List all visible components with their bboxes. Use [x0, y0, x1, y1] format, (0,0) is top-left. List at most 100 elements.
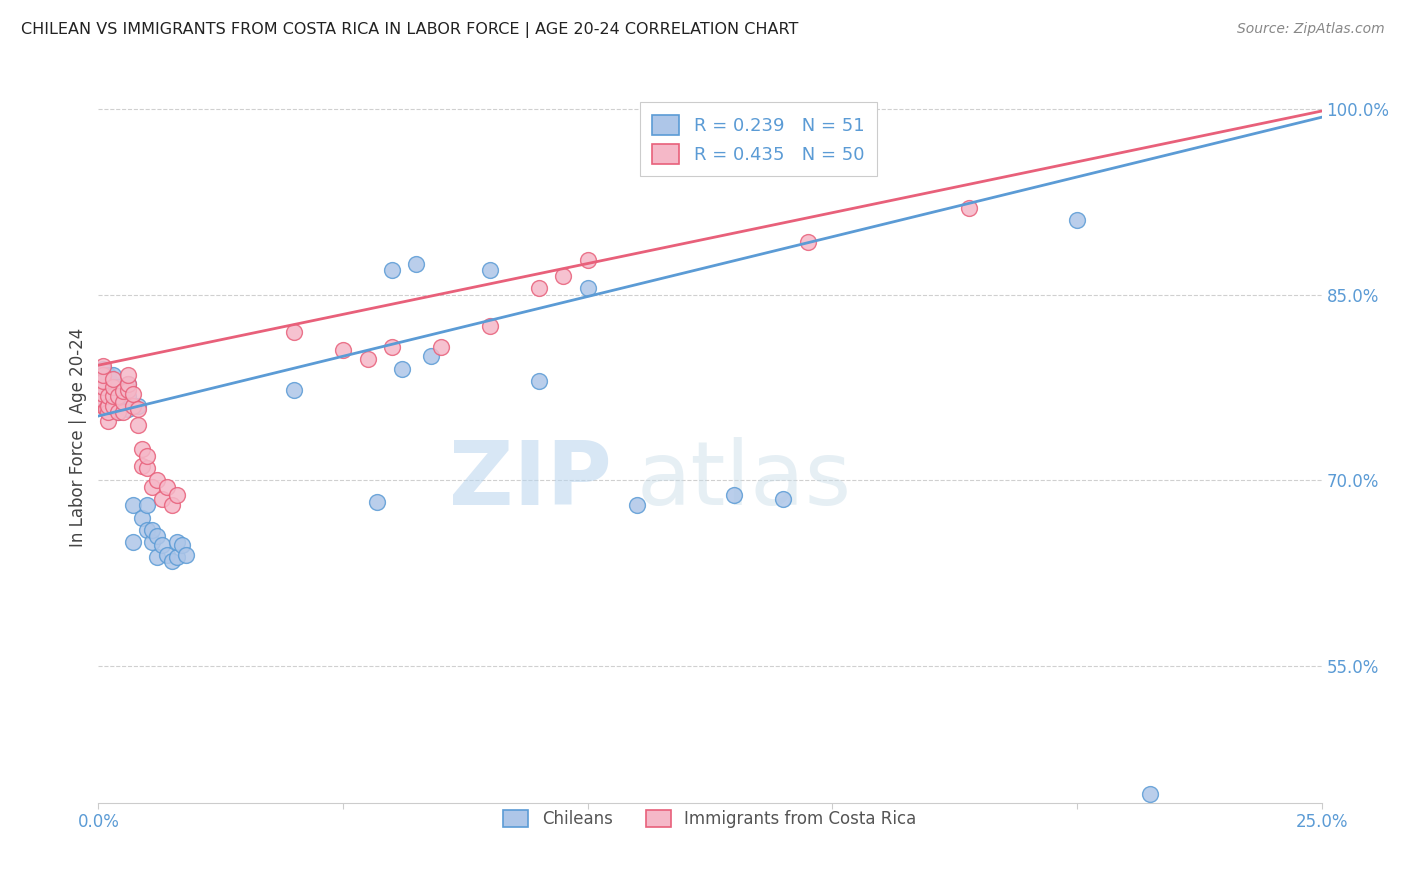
Point: [91, 368, 114, 383]
Point: [90, 380, 112, 394]
Point: [136, 523, 159, 537]
Point: [150, 538, 173, 552]
Point: [111, 384, 134, 399]
Point: [97, 414, 120, 428]
Point: [381, 262, 404, 277]
Point: [91, 380, 114, 394]
Text: CHILEAN VS IMMIGRANTS FROM COSTA RICA IN LABOR FORCE | AGE 20-24 CORRELATION CHA: CHILEAN VS IMMIGRANTS FROM COSTA RICA IN…: [21, 22, 799, 38]
Point: [97, 401, 120, 416]
Point: [283, 383, 305, 397]
Point: [176, 548, 198, 562]
Point: [101, 380, 124, 394]
Point: [141, 535, 163, 549]
Legend: Chileans, Immigrants from Costa Rica: Chileans, Immigrants from Costa Rica: [496, 803, 924, 835]
Point: [117, 368, 139, 383]
Point: [723, 488, 745, 502]
Point: [141, 523, 163, 537]
Point: [136, 461, 159, 475]
Point: [381, 340, 404, 354]
Point: [101, 399, 124, 413]
Point: [91, 362, 114, 376]
Point: [283, 325, 305, 339]
Point: [356, 351, 378, 366]
Point: [150, 491, 173, 506]
Point: [1066, 213, 1088, 227]
Point: [97, 368, 120, 383]
Point: [156, 548, 179, 562]
Point: [527, 374, 550, 388]
Point: [127, 399, 149, 413]
Point: [121, 399, 143, 413]
Point: [91, 374, 114, 388]
Point: [146, 474, 169, 488]
Y-axis label: In Labor Force | Age 20-24: In Labor Force | Age 20-24: [69, 327, 87, 547]
Point: [101, 389, 124, 403]
Point: [90, 386, 112, 401]
Point: [797, 235, 820, 250]
Point: [97, 395, 120, 409]
Point: [131, 458, 153, 473]
Point: [527, 281, 550, 295]
Point: [430, 340, 453, 354]
Point: [1139, 787, 1161, 801]
Point: [626, 498, 648, 512]
Point: [478, 262, 501, 277]
Point: [94, 401, 117, 416]
Point: [91, 359, 114, 374]
Point: [166, 488, 188, 502]
Point: [97, 405, 120, 419]
Point: [94, 399, 117, 413]
Point: [166, 535, 188, 549]
Point: [91, 374, 114, 388]
Point: [576, 252, 599, 267]
Point: [160, 554, 183, 568]
Point: [107, 405, 129, 419]
Text: ZIP: ZIP: [450, 437, 612, 524]
Point: [166, 550, 188, 565]
Point: [117, 376, 139, 391]
Point: [127, 417, 149, 432]
Text: Source: ZipAtlas.com: Source: ZipAtlas.com: [1237, 22, 1385, 37]
Point: [146, 529, 169, 543]
Point: [91, 392, 114, 407]
Point: [420, 350, 443, 364]
Point: [101, 386, 124, 401]
Point: [91, 399, 114, 413]
Point: [141, 480, 163, 494]
Point: [156, 480, 179, 494]
Point: [107, 380, 129, 394]
Point: [131, 442, 153, 457]
Point: [101, 376, 124, 391]
Point: [121, 535, 143, 549]
Point: [576, 281, 599, 295]
Point: [478, 318, 501, 333]
Point: [772, 491, 794, 506]
Point: [117, 376, 139, 391]
Point: [136, 498, 159, 512]
Point: [97, 380, 120, 394]
Point: [127, 401, 149, 416]
Point: [121, 386, 143, 401]
Point: [121, 498, 143, 512]
Point: [957, 201, 980, 215]
Point: [117, 389, 139, 403]
Point: [91, 386, 114, 401]
Point: [131, 510, 153, 524]
Point: [553, 268, 575, 283]
Point: [97, 399, 120, 413]
Point: [111, 395, 134, 409]
Point: [107, 386, 129, 401]
Point: [366, 494, 388, 508]
Point: [101, 372, 124, 386]
Point: [136, 449, 159, 463]
Point: [160, 498, 183, 512]
Point: [97, 389, 120, 403]
Point: [101, 399, 124, 413]
Point: [405, 256, 427, 270]
Point: [170, 538, 193, 552]
Point: [117, 401, 139, 416]
Point: [111, 405, 134, 419]
Point: [107, 389, 129, 403]
Point: [332, 343, 354, 358]
Point: [111, 399, 134, 413]
